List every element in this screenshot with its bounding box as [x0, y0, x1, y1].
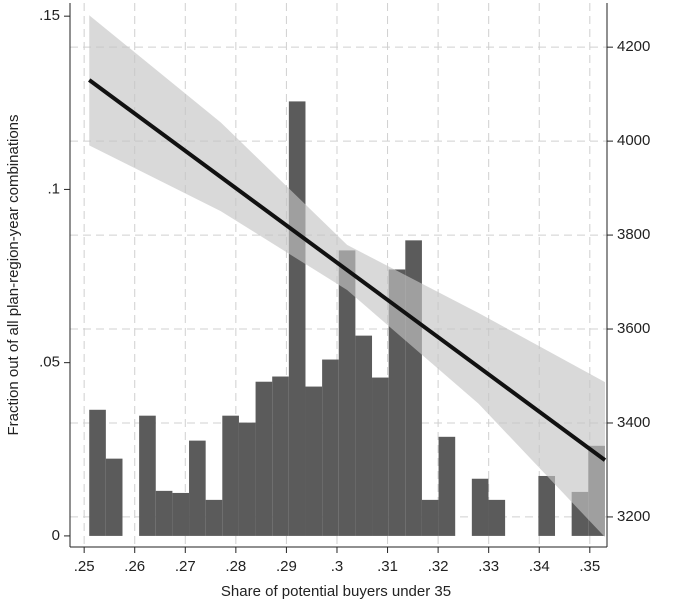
x-tick-label: .27: [175, 558, 196, 575]
y2-tick-label: 3400: [617, 414, 650, 431]
bar: [322, 359, 339, 536]
bar: [255, 381, 273, 536]
bar: [338, 250, 356, 536]
bar: [355, 335, 373, 536]
y2-tick-label: 3800: [617, 226, 650, 243]
bar: [105, 458, 123, 536]
bar: [272, 376, 289, 536]
bar: [89, 409, 106, 536]
bar: [139, 415, 156, 536]
x-tick-label: .29: [276, 558, 297, 575]
bar: [155, 490, 173, 536]
y2-tick-label: 4200: [617, 38, 650, 55]
bar: [205, 499, 223, 536]
x-tick-label: .32: [428, 558, 449, 575]
bar: [438, 436, 456, 536]
bar: [288, 101, 306, 536]
y2-tick-label: 3600: [617, 320, 650, 337]
fit-line: [88, 78, 607, 462]
bar: [189, 440, 206, 536]
y-tick-label: .15: [39, 7, 60, 24]
x-tick-label: .35: [579, 558, 600, 575]
bar: [538, 475, 556, 536]
x-tick-label: .33: [478, 558, 499, 575]
x-tick-label: .3: [331, 558, 344, 575]
x-tick-label: .28: [225, 558, 246, 575]
x-tick-label: .31: [377, 558, 398, 575]
bar: [238, 422, 256, 536]
y-tick-label: .05: [39, 354, 60, 371]
y2-tick-label: 4000: [617, 132, 650, 149]
bar: [372, 377, 389, 536]
y-axis-title: Fraction out of all plan-region-year com…: [5, 115, 22, 436]
x-tick-label: .34: [529, 558, 550, 575]
y-tick-label: .1: [47, 180, 60, 197]
bar: [421, 499, 439, 536]
bar: [305, 386, 323, 536]
x-axis-title: Share of potential buyers under 35: [221, 583, 451, 600]
bar: [172, 492, 190, 536]
x-tick-label: .26: [124, 558, 145, 575]
y2-tick-label: 3200: [617, 508, 650, 525]
y-tick-label: 0: [52, 527, 60, 544]
x-tick-label: .25: [74, 558, 95, 575]
confidence-band: [89, 15, 605, 538]
bar: [488, 499, 506, 536]
bar: [471, 478, 489, 536]
bar: [222, 415, 239, 536]
